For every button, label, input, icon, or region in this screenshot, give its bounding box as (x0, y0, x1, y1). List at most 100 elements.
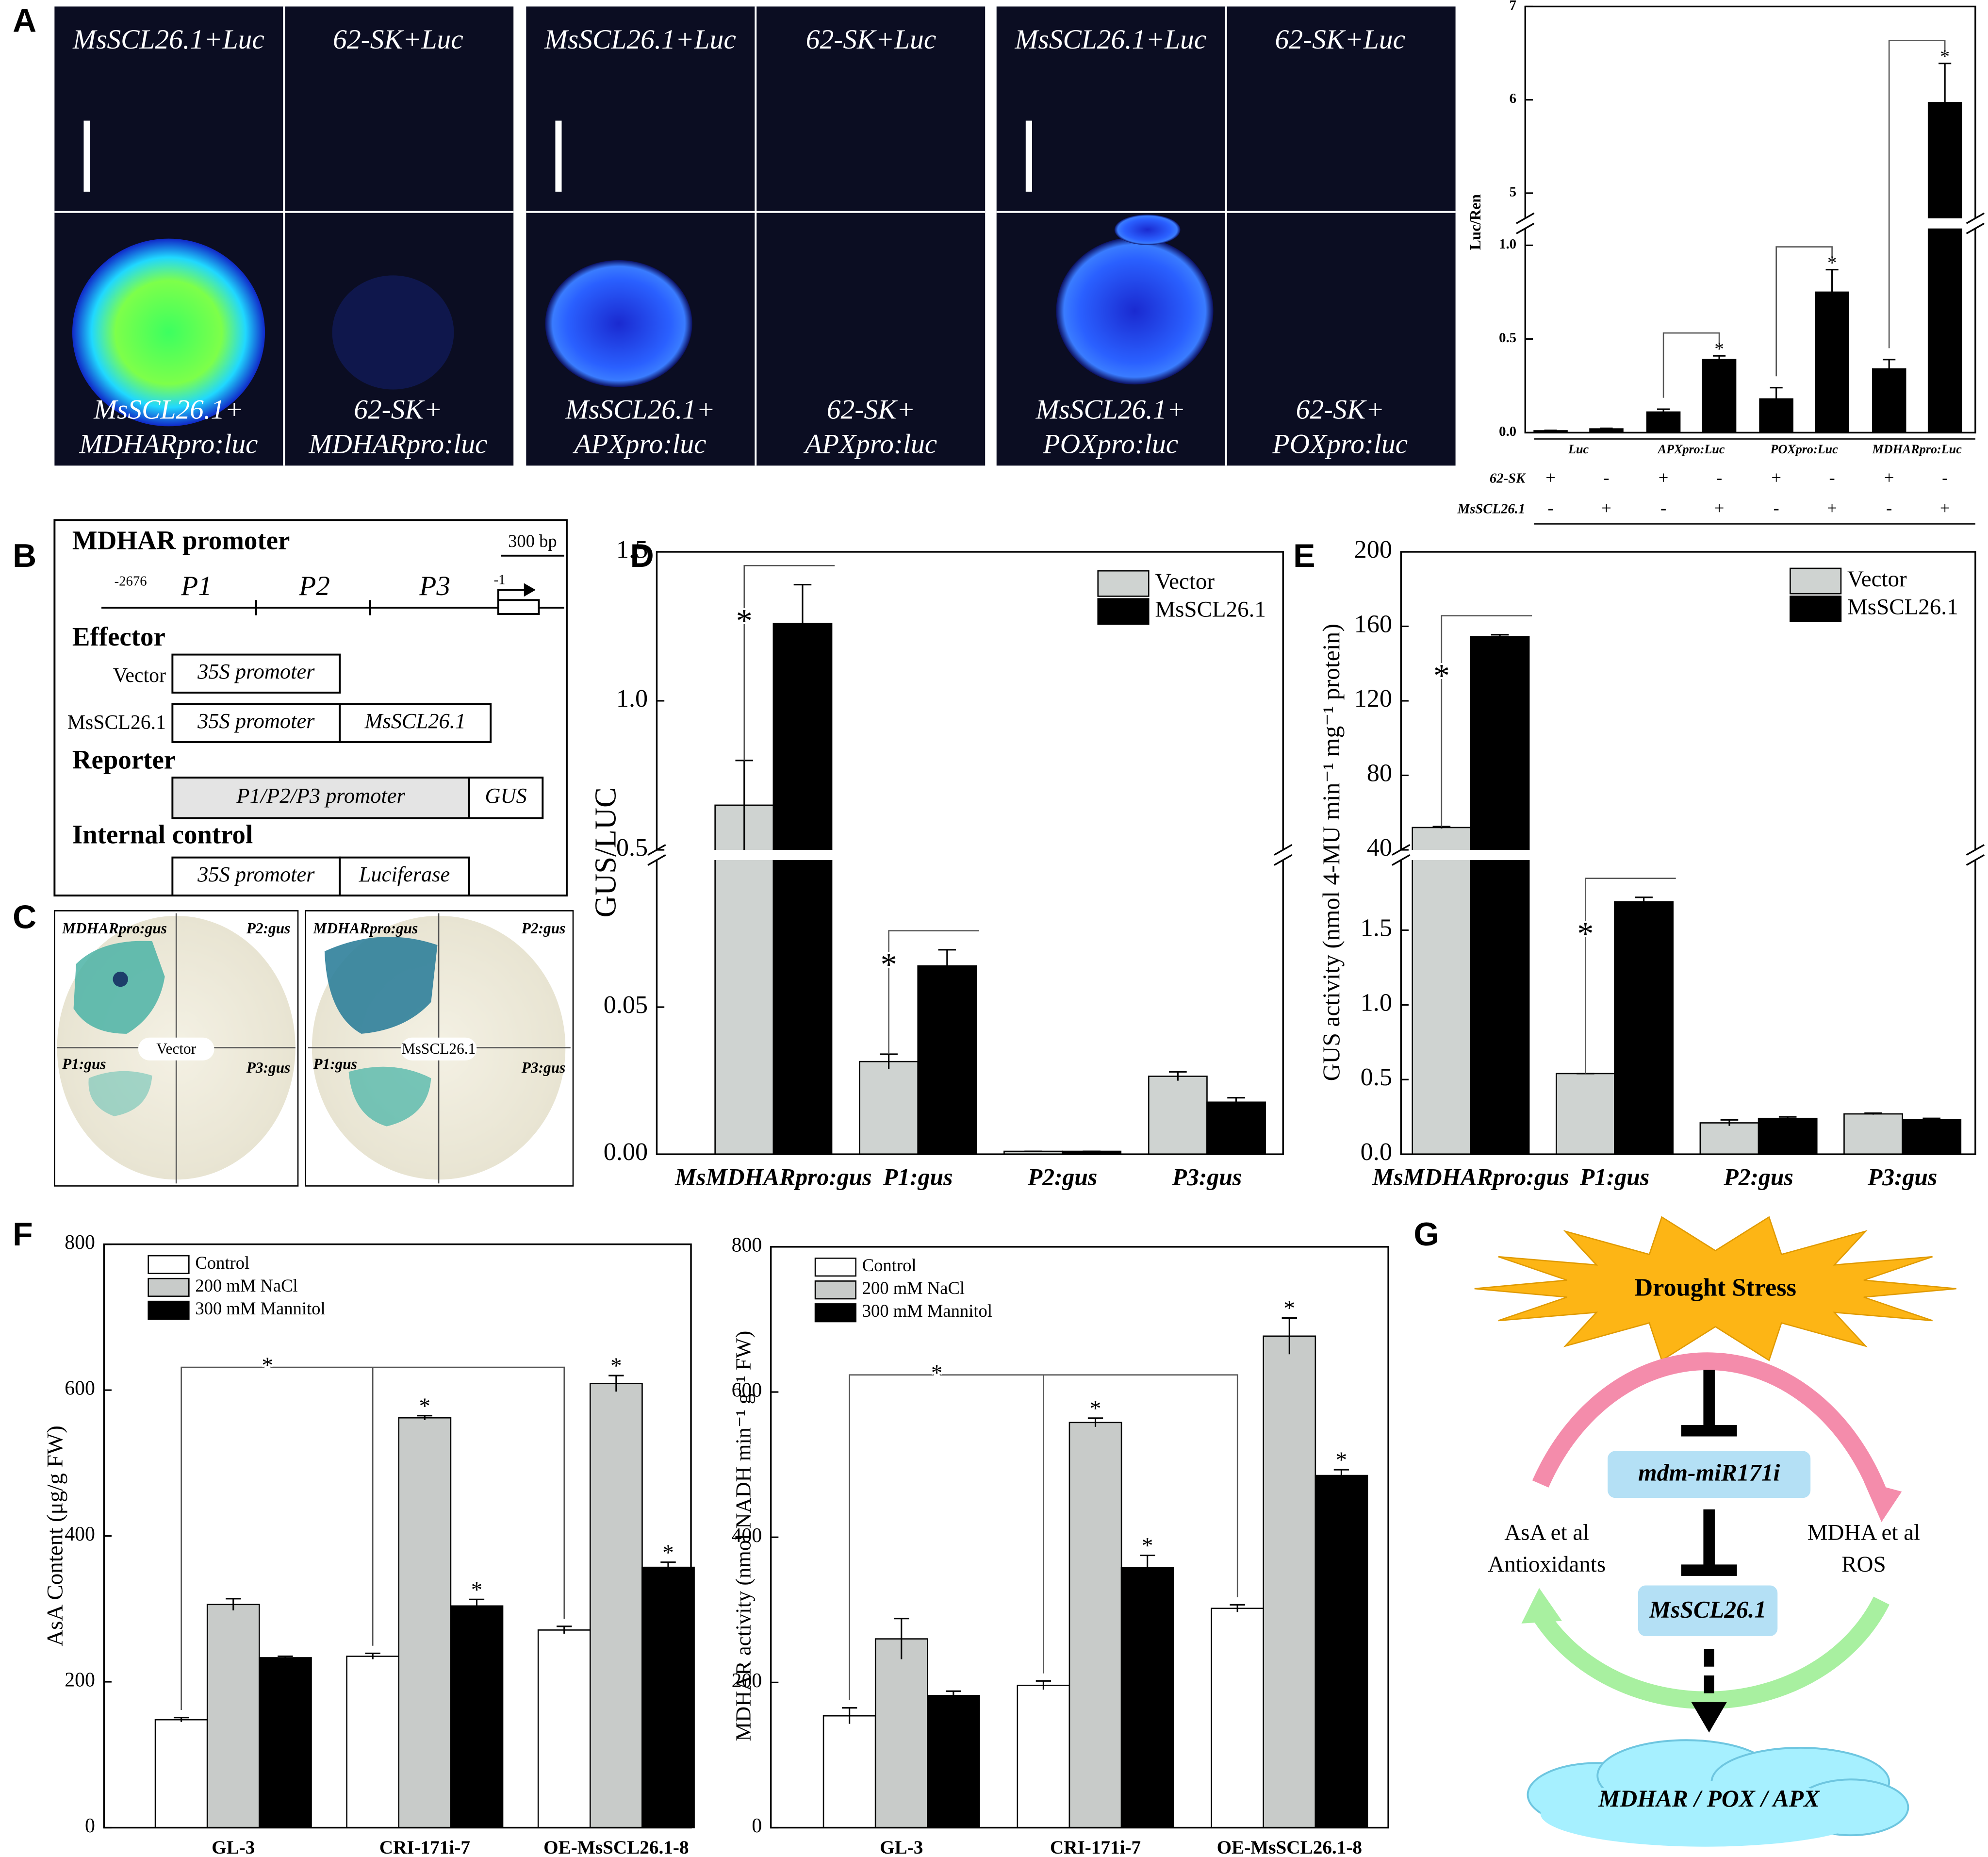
side-label: ROS (1841, 1552, 1886, 1577)
y-tick-label: 6 (1510, 91, 1516, 106)
bar (1927, 102, 1962, 433)
y-tick-label: 0.0 (1499, 424, 1516, 439)
table-row-label: MsSCL26.1 (1457, 501, 1526, 516)
bar (822, 1715, 876, 1828)
target-box (1638, 1585, 1778, 1636)
region-label: P1 (181, 571, 212, 601)
image-label: MsSCL26.1+Luc (72, 24, 264, 55)
x-tick-label: CRI-171i-7 (1050, 1837, 1141, 1857)
leaf-label: P3:gus (521, 1059, 566, 1076)
bar (346, 1656, 400, 1828)
legend-swatch (1790, 567, 1842, 595)
legend-label: 200 mM NaCl (195, 1276, 297, 1295)
break-mark (1966, 212, 1985, 224)
panel-c-photos (54, 910, 574, 1187)
label-background (138, 1037, 214, 1061)
break-mark (1392, 854, 1411, 866)
significance-marker: * (662, 1540, 674, 1565)
y-tick-label: 0.0 (1361, 1138, 1392, 1166)
leaf-label: P2:gus (246, 920, 291, 937)
image-label: MsSCL26.1+Luc (1014, 24, 1206, 55)
break-mark (1966, 844, 1985, 856)
bar (641, 1566, 695, 1828)
bar (1470, 636, 1530, 1155)
leaf-label: P2:gus (521, 920, 566, 937)
table-sign: + (1714, 498, 1725, 518)
bar (1702, 359, 1737, 433)
bar (1148, 1076, 1208, 1155)
x-tick-label: P3:gus (1867, 1164, 1937, 1191)
section-title: Effector (72, 622, 165, 651)
y-tick-label: 400 (732, 1525, 762, 1547)
image-label: POXpro:luc (1043, 429, 1179, 459)
bar (874, 1638, 928, 1828)
y-tick-label: 1.0 (1499, 236, 1516, 252)
legend-label: Vector (1155, 569, 1215, 594)
y-tick-label: 7 (1510, 0, 1516, 13)
green-arc (1534, 1596, 1889, 1709)
image-label: 62-SK+ (354, 395, 442, 425)
scale-bar (555, 120, 562, 192)
cloud-core (1540, 1780, 1871, 1847)
significance-marker: * (1940, 46, 1950, 67)
luminescence (1114, 214, 1181, 245)
bar (537, 1629, 591, 1828)
panel-label: F (13, 1216, 33, 1253)
panel-label: A (13, 2, 36, 39)
bar (1206, 1101, 1266, 1155)
luminescence (545, 260, 692, 387)
row-label: MsSCL26.1 (67, 712, 166, 734)
comparison-marker: * (262, 1353, 273, 1378)
section-title: Internal control (72, 819, 253, 849)
gus-stain (324, 937, 438, 1034)
legend-swatch (1790, 596, 1842, 622)
bar (1843, 1113, 1903, 1155)
table-sign: - (1603, 467, 1609, 487)
leaf-center-label: MsSCL26.1 (402, 1040, 476, 1057)
break-mark (1274, 854, 1293, 866)
image-label: MsSCL26.1+ (93, 395, 244, 425)
gus-stain (348, 1066, 431, 1127)
construct-label: 35S promoter (197, 709, 315, 733)
diagram-title: MDHAR promoter (72, 525, 290, 555)
target-label: MsSCL26.1 (1649, 1596, 1766, 1623)
comparison-bracket (743, 565, 835, 761)
green-arrow-head (1521, 1588, 1562, 1624)
dashed-arrow-head (1691, 1702, 1727, 1733)
image-label: 62-SK+Luc (1275, 24, 1405, 55)
x-tick-label: APXpro:Luc (1657, 442, 1725, 456)
y-tick-label: 0 (85, 1815, 95, 1837)
x-tick-label: MsMDHARpro:gus (674, 1164, 871, 1191)
image-label: MsSCL26.1+ (565, 395, 715, 425)
bar (589, 1383, 643, 1828)
break-mark (1274, 844, 1293, 856)
panel-label: G (1413, 1216, 1439, 1253)
image-label: 62-SK+Luc (806, 24, 936, 55)
bar (1872, 368, 1906, 433)
break-mark (1966, 854, 1985, 866)
image-label: POXpro:luc (1272, 429, 1408, 459)
legend-label: 200 mM NaCl (862, 1278, 965, 1298)
break-mark (1966, 222, 1985, 234)
significance-marker: * (1142, 1533, 1153, 1559)
y-axis-label: GUS activity (nmol 4-MU min⁻¹ mg⁻¹ prote… (1318, 624, 1345, 1081)
significance-marker: * (1336, 1447, 1347, 1473)
y-tick-label: 160 (1354, 610, 1392, 638)
axis-break (653, 850, 1287, 860)
significance-marker: * (1577, 915, 1594, 952)
x-tick-label: MDHARpro:Luc (1872, 442, 1962, 456)
region-label: P3 (419, 571, 450, 601)
y-tick-label: 0.5 (1499, 330, 1516, 346)
construct-box (339, 703, 492, 743)
y-axis-label: AsA Content (μg/g FW) (42, 1426, 67, 1646)
table-sign: + (1545, 467, 1556, 487)
bar (450, 1605, 504, 1828)
x-tick-label: P3:gus (1172, 1164, 1242, 1191)
row-label: Vector (113, 664, 166, 687)
mirna-label: mdm-miR171i (1638, 1459, 1780, 1486)
y-tick-label: 1.0 (1361, 988, 1392, 1016)
legend-swatch (148, 1255, 190, 1275)
table-sign: - (1886, 498, 1892, 518)
y-axis-label: MDHAR activity (nmol NADH min⁻¹ g⁻¹ FW) (731, 1331, 756, 1741)
significance-marker: * (1827, 252, 1837, 273)
